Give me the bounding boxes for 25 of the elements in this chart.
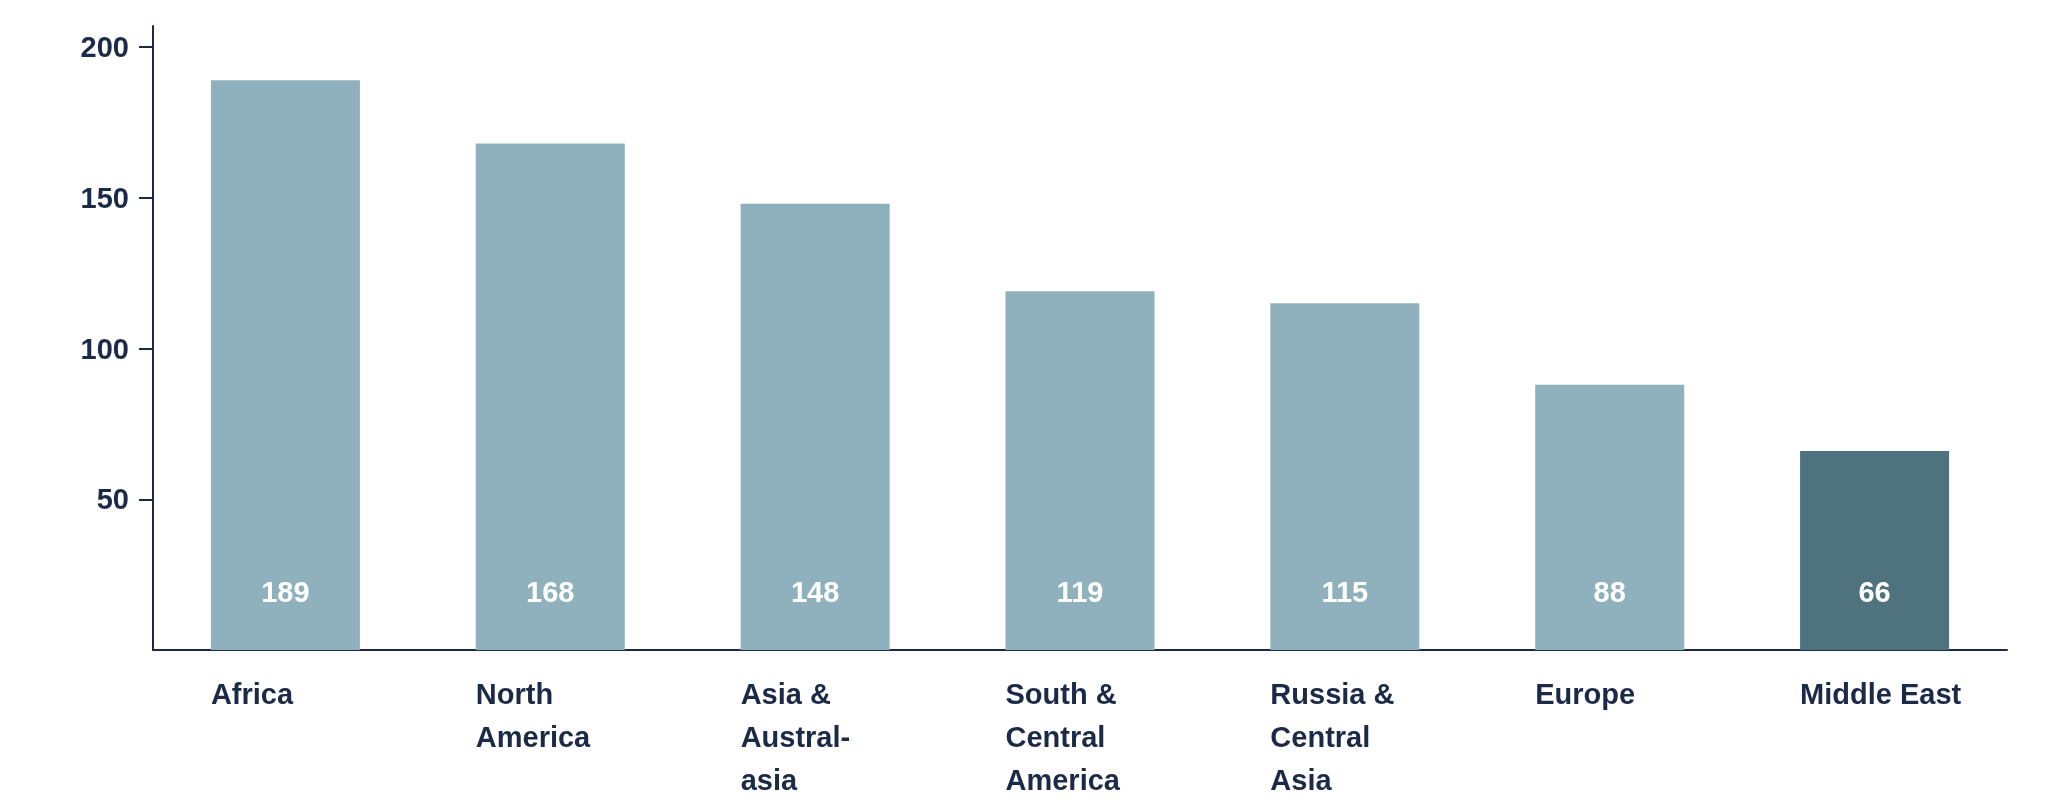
y-tick-label: 150: [80, 181, 129, 214]
data-label: 168: [526, 575, 575, 608]
data-label: 148: [790, 575, 840, 608]
data-label: 189: [261, 575, 310, 608]
x-tick-label: Africa: [210, 677, 294, 710]
x-tick-label: Europe: [1535, 677, 1636, 710]
data-label: 115: [1321, 575, 1369, 608]
x-tick-label: South & Central America: [1005, 677, 1121, 796]
bar: [1270, 303, 1420, 650]
bar: [1800, 451, 1950, 650]
bar: [475, 143, 625, 650]
bar: [1005, 291, 1155, 650]
x-tick-label: North America: [475, 677, 592, 753]
x-tick-label: Russia & Central Asia: [1270, 677, 1395, 796]
bar: [210, 80, 360, 650]
x-tick-label: Asia & Austral- asia: [740, 677, 851, 796]
y-tick-label: 200: [80, 31, 129, 64]
bar: [740, 203, 890, 650]
bar: [1535, 384, 1685, 650]
y-tick-label: 100: [80, 332, 129, 365]
data-label: 66: [1858, 575, 1891, 608]
x-tick-label: Middle East: [1800, 677, 1962, 710]
data-label: 119: [1056, 575, 1104, 608]
y-tick-label: 50: [96, 483, 129, 516]
data-label: 88: [1593, 575, 1626, 608]
